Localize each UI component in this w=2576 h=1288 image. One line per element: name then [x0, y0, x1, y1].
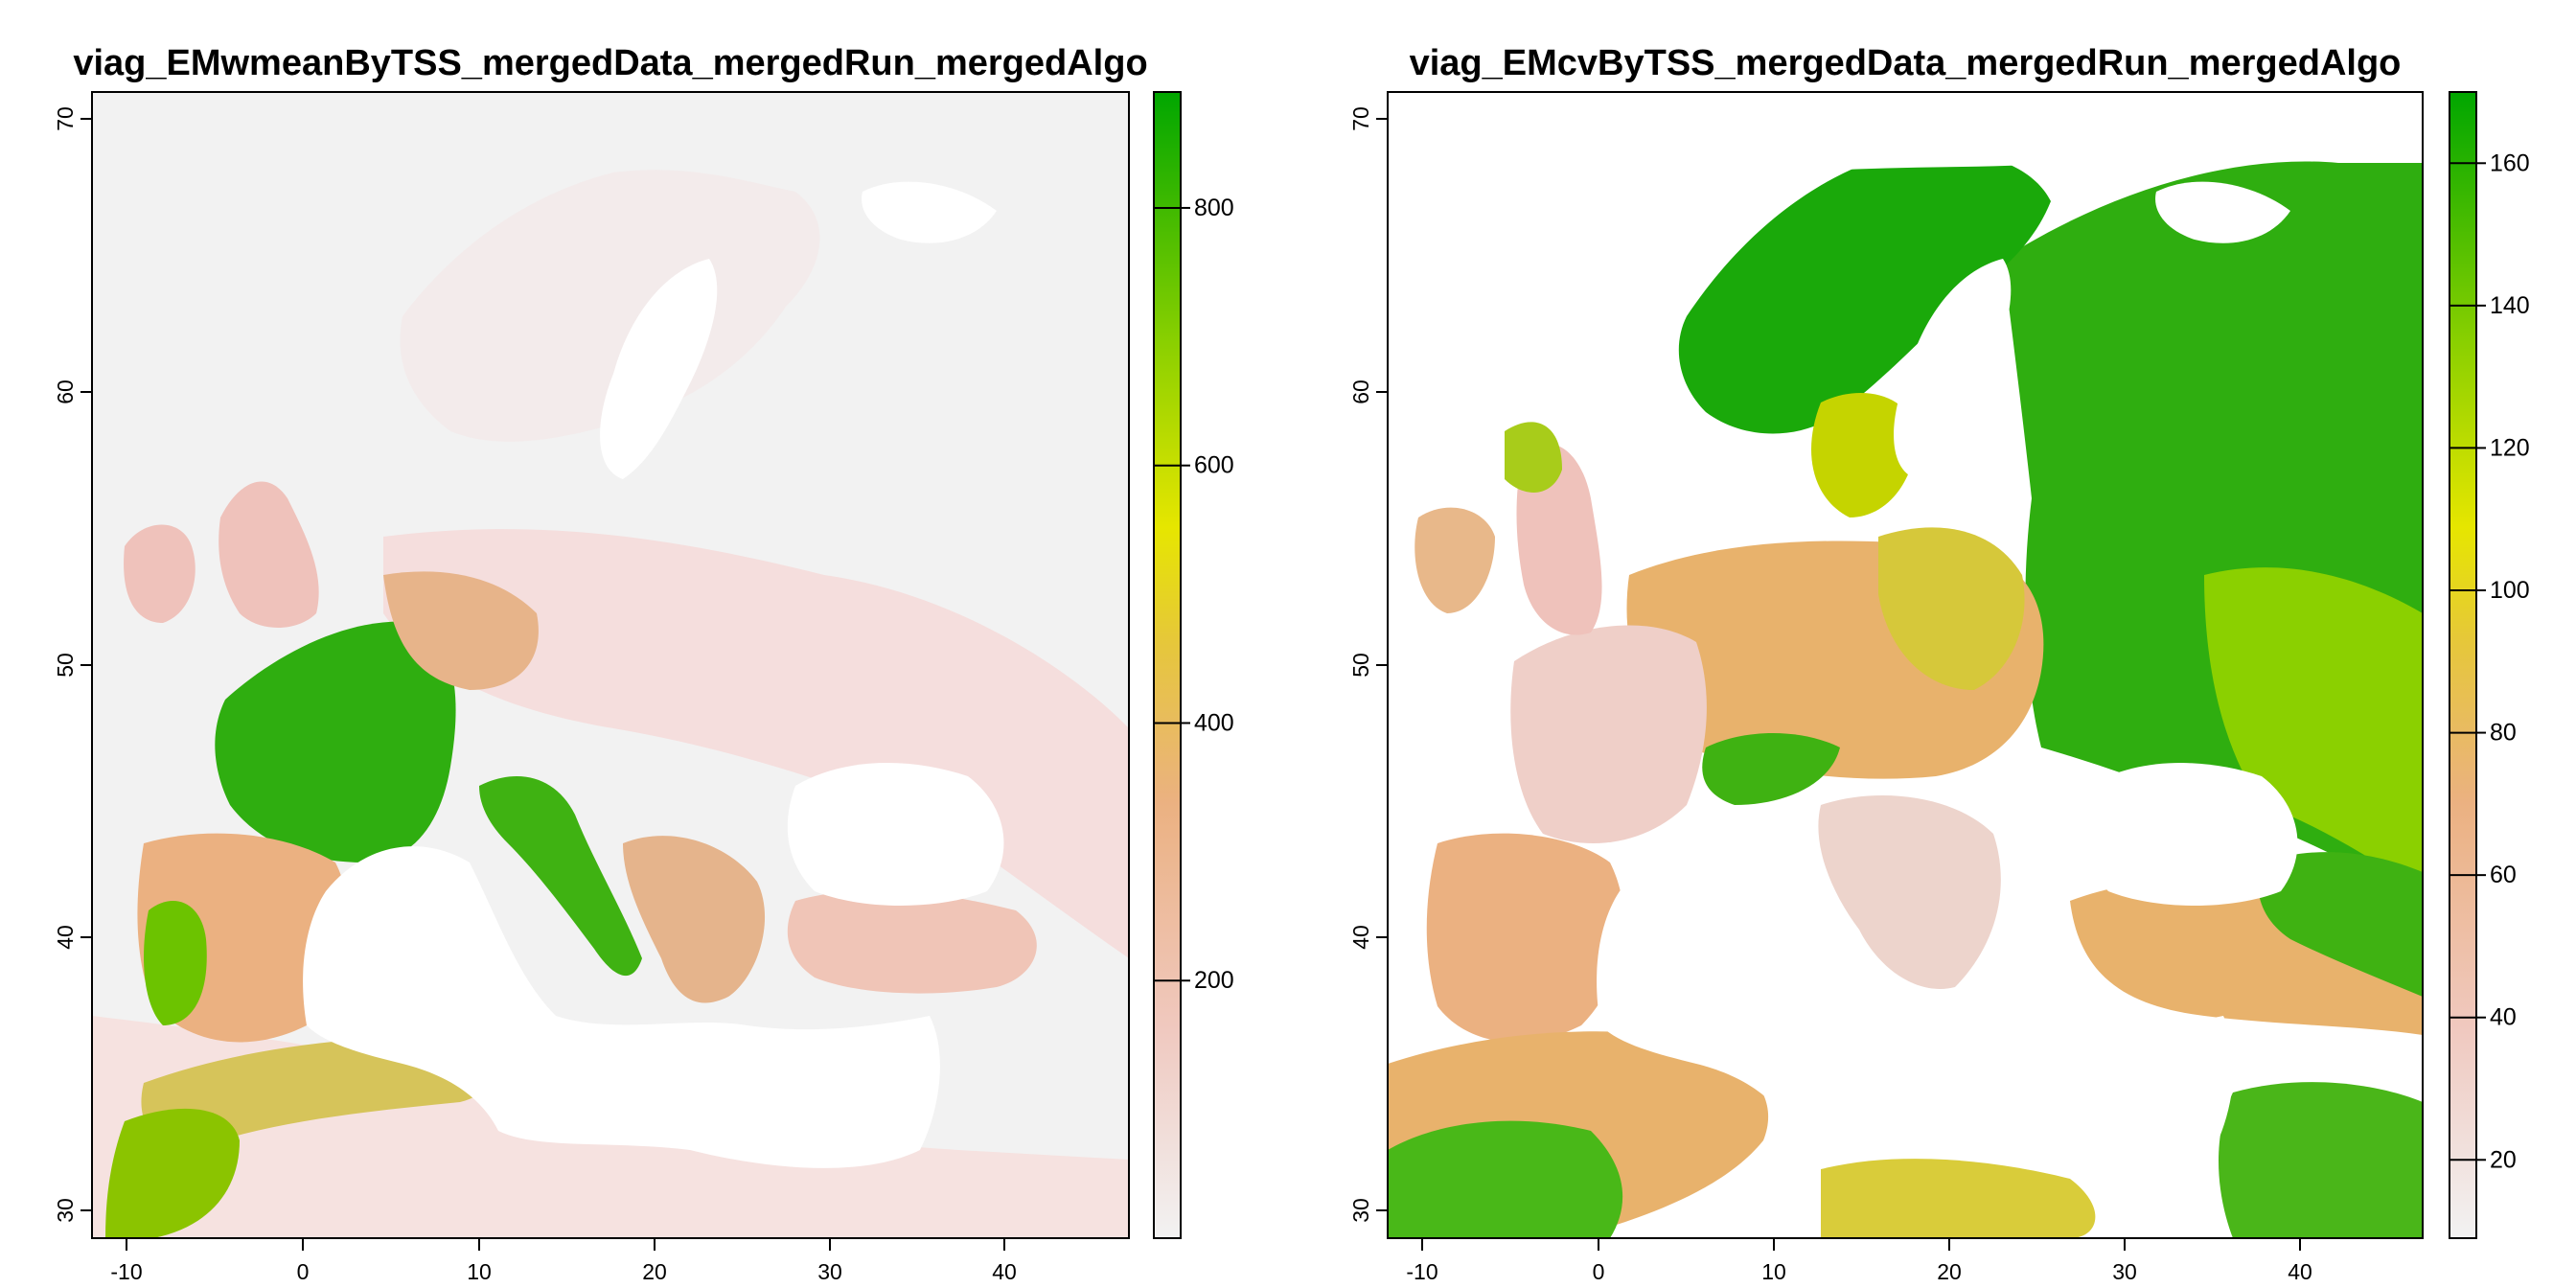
colorbar-tick-label: 800: [1194, 195, 1234, 221]
svg-text:70: 70: [53, 106, 78, 131]
colorbar-tick: 400: [1154, 709, 1234, 736]
map-raster: [1388, 92, 2423, 1238]
x-tick: 40: [992, 1238, 1017, 1284]
y-tick: 40: [1348, 925, 1388, 950]
svg-text:10: 10: [1761, 1259, 1786, 1284]
colorbar-tick: 80: [2450, 720, 2517, 747]
svg-text:40: 40: [992, 1259, 1017, 1284]
x-tick: -10: [1406, 1238, 1438, 1284]
y-tick: 70: [1348, 106, 1388, 131]
x-axis: -10 0 10 20 30 40: [1406, 1238, 2312, 1284]
panel-wmean: viag_EMwmeanByTSS_mergedData_mergedRun_m…: [53, 43, 1234, 1284]
svg-text:30: 30: [1348, 1198, 1373, 1223]
y-axis: 30 40 50 60 70: [53, 106, 92, 1223]
svg-text:-10: -10: [1406, 1259, 1438, 1284]
y-tick: 70: [53, 106, 92, 131]
colorbar-tick-label: 100: [2490, 577, 2530, 604]
panel-cv: viag_EMcvByTSS_mergedData_mergedRun_merg…: [1348, 43, 2530, 1284]
x-tick: 10: [1761, 1238, 1786, 1284]
svg-text:20: 20: [1937, 1259, 1962, 1284]
y-tick: 40: [53, 925, 92, 950]
svg-text:60: 60: [1348, 380, 1373, 404]
x-tick: 0: [297, 1238, 310, 1284]
svg-text:40: 40: [1348, 925, 1373, 950]
colorbar-tick: 160: [2450, 150, 2530, 176]
colorbar-tick-label: 80: [2490, 720, 2517, 747]
colorbar-tick: 40: [2450, 1004, 2517, 1031]
colorbar-tick: 600: [1154, 452, 1234, 479]
x-axis: -10 0 10 20 30 40: [110, 1238, 1017, 1284]
x-tick: 20: [1937, 1238, 1962, 1284]
map-raster: [92, 92, 1129, 1238]
y-tick: 60: [53, 380, 92, 404]
x-tick: 30: [817, 1238, 842, 1284]
colorbar-tick-label: 600: [1194, 452, 1234, 479]
svg-text:0: 0: [297, 1259, 310, 1284]
svg-text:50: 50: [53, 653, 78, 678]
svg-text:30: 30: [2112, 1259, 2137, 1284]
x-tick: 20: [642, 1238, 667, 1284]
colorbar-tick-label: 120: [2490, 434, 2530, 461]
svg-text:30: 30: [817, 1259, 842, 1284]
colorbar-tick-label: 60: [2490, 862, 2517, 888]
colorbar-tick: 140: [2450, 292, 2530, 319]
panel-title: viag_EMcvByTSS_mergedData_mergedRun_merg…: [1410, 43, 2402, 83]
x-tick: -10: [110, 1238, 143, 1284]
svg-text:20: 20: [642, 1259, 667, 1284]
x-tick: 10: [467, 1238, 492, 1284]
y-axis: 30 40 50 60 70: [1348, 106, 1388, 1223]
colorbar-tick: 20: [2450, 1146, 2517, 1173]
colorbar-tick-label: 20: [2490, 1146, 2517, 1173]
colorbar-tick-label: 200: [1194, 967, 1234, 994]
colorbar: 20 40 60 80 100 120 140 160: [2449, 91, 2530, 1239]
svg-text:40: 40: [2288, 1259, 2312, 1284]
colorbar-tick-label: 40: [2490, 1004, 2517, 1031]
colorbar-tick-label: 140: [2490, 292, 2530, 319]
svg-text:40: 40: [53, 925, 78, 950]
colorbar-tick: 200: [1154, 967, 1234, 994]
svg-text:30: 30: [53, 1198, 78, 1223]
x-tick: 0: [1593, 1238, 1605, 1284]
colorbar-tick-label: 400: [1194, 709, 1234, 736]
colorbar-tick: 100: [2450, 577, 2530, 604]
y-tick: 50: [1348, 653, 1388, 678]
svg-text:50: 50: [1348, 653, 1373, 678]
y-tick: 60: [1348, 380, 1388, 404]
colorbar-tick: 60: [2450, 862, 2517, 888]
colorbar-tick: 120: [2450, 434, 2530, 461]
colorbar-tick: 800: [1154, 195, 1234, 221]
x-tick: 40: [2288, 1238, 2312, 1284]
x-tick: 30: [2112, 1238, 2137, 1284]
y-tick: 30: [53, 1198, 92, 1223]
colorbar: 200 400 600 800: [1153, 91, 1234, 1239]
svg-text:0: 0: [1593, 1259, 1605, 1284]
panel-title: viag_EMwmeanByTSS_mergedData_mergedRun_m…: [73, 43, 1147, 83]
svg-text:70: 70: [1348, 106, 1373, 131]
y-tick: 30: [1348, 1198, 1388, 1223]
svg-text:10: 10: [467, 1259, 492, 1284]
y-tick: 50: [53, 653, 92, 678]
svg-text:-10: -10: [110, 1259, 142, 1284]
colorbar-tick-label: 160: [2490, 150, 2530, 176]
svg-text:60: 60: [53, 380, 78, 404]
